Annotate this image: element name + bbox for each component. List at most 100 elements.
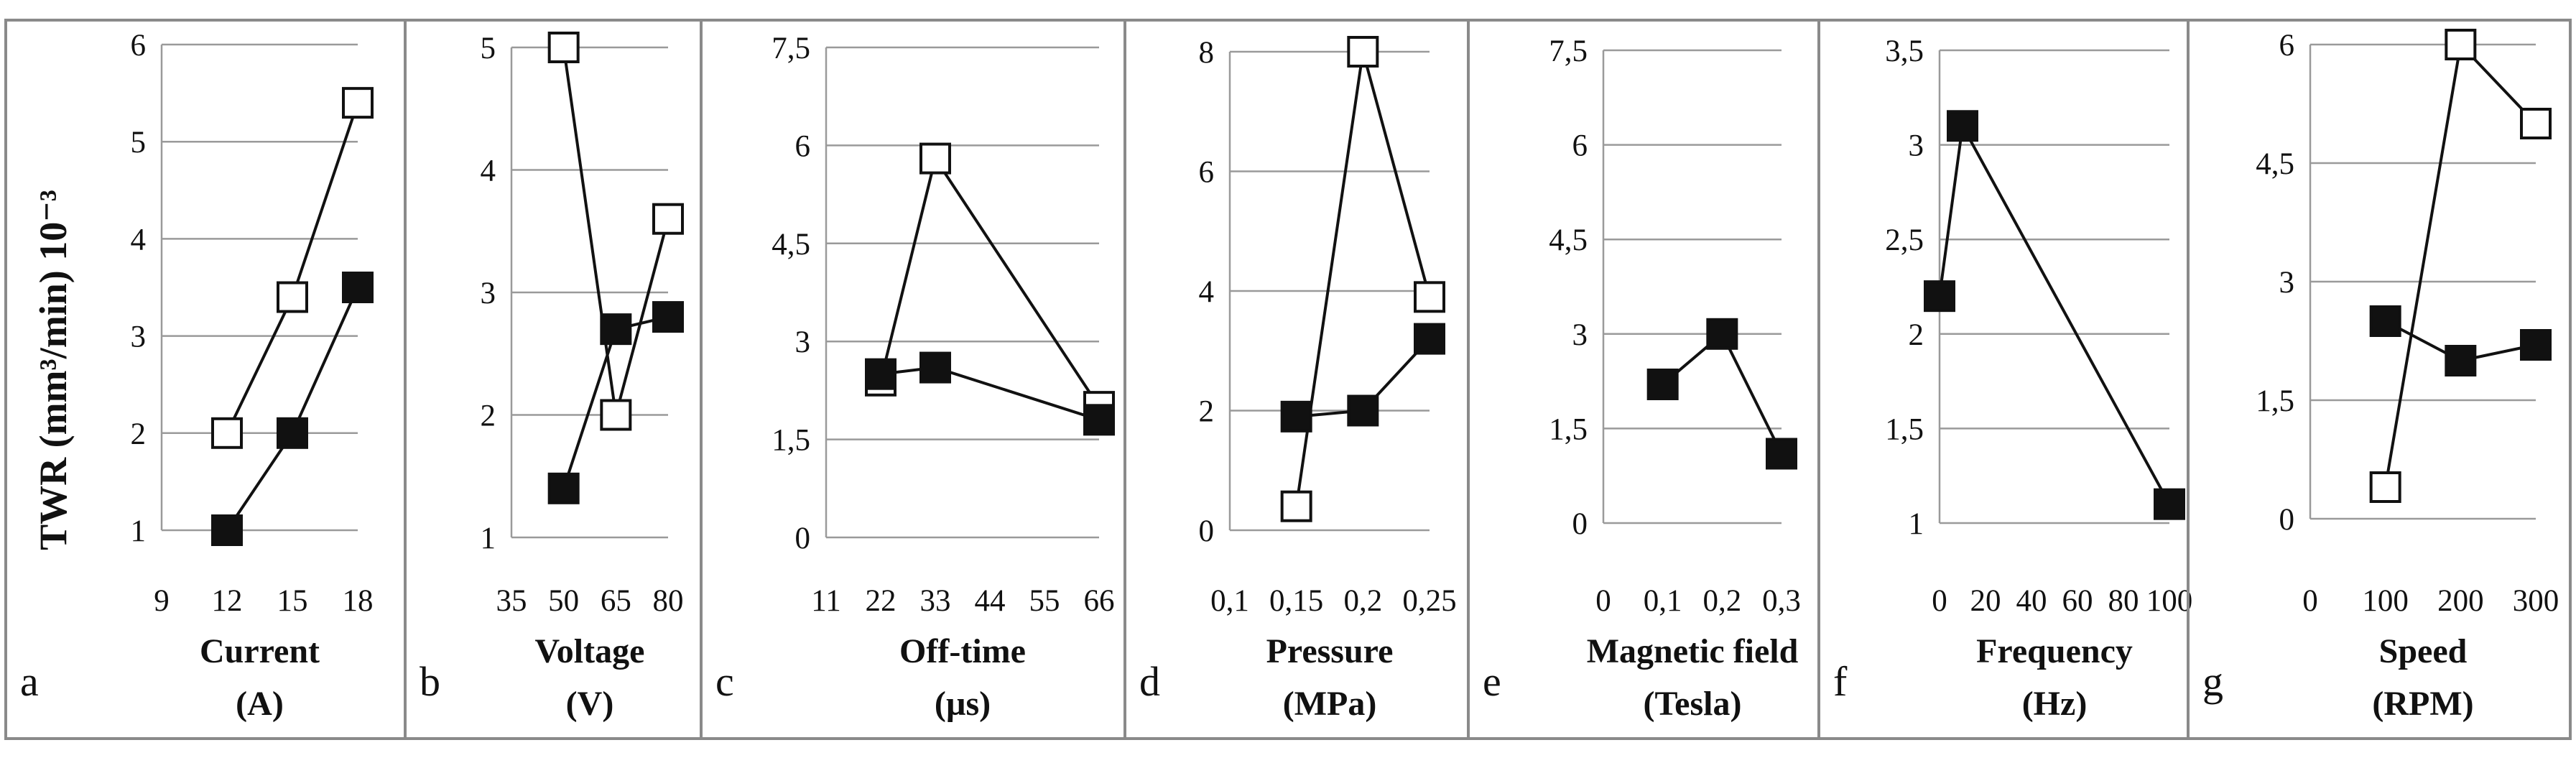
y-tick-label: 2 xyxy=(481,399,496,433)
y-tick-label: 2 xyxy=(1909,318,1924,352)
y-tick-label: 1,5 xyxy=(2256,384,2294,418)
x-tick-label: 300 xyxy=(2513,584,2559,618)
y-tick-label: 0 xyxy=(1572,507,1588,541)
x-tick-label: 80 xyxy=(653,584,684,618)
x-tick-label: 0,2 xyxy=(1343,584,1382,618)
data-point-filled-square xyxy=(1766,438,1797,470)
x-tick-label: 0,25 xyxy=(1402,584,1456,618)
x-tick-label: 0,2 xyxy=(1702,584,1741,618)
y-tick-label: 8 xyxy=(1199,36,1215,70)
y-tick-label: 4,5 xyxy=(2256,147,2294,181)
x-tick-label: 55 xyxy=(1029,584,1060,618)
x-axis-unit: (MPa) xyxy=(1283,685,1377,723)
x-axis-title: Voltage xyxy=(535,632,645,670)
data-point-open-square xyxy=(1414,281,1445,313)
series-line-filled-square xyxy=(1662,331,1783,455)
x-axis-title: Current xyxy=(200,632,320,670)
y-tick-label: 1,5 xyxy=(1549,412,1588,446)
data-point-filled-square xyxy=(2154,488,2185,520)
x-tick-label: 0 xyxy=(1932,584,1947,618)
x-tick-label: 0,1 xyxy=(1210,584,1249,618)
data-point-filled-square xyxy=(2369,305,2401,337)
data-point-filled-square xyxy=(1347,394,1379,427)
data-point-filled-square xyxy=(865,358,896,390)
y-tick-label: 5 xyxy=(481,32,496,65)
panel-letter: e xyxy=(1483,658,1501,705)
x-tick-label: 44 xyxy=(975,584,1006,618)
data-point-filled-square xyxy=(600,313,632,346)
y-tick-label: 3 xyxy=(481,277,496,310)
x-tick-label: 33 xyxy=(920,584,951,618)
y-tick-label: 0 xyxy=(795,522,811,555)
y-tick-label: 7,5 xyxy=(1549,34,1588,68)
panel-letter: c xyxy=(715,658,734,705)
x-tick-label: 100 xyxy=(2146,584,2193,618)
y-tick-label: 1 xyxy=(481,522,496,555)
data-point-filled-square xyxy=(547,472,580,504)
data-point-filled-square xyxy=(211,514,243,546)
data-point-open-square xyxy=(211,417,243,449)
y-tick-label: 4 xyxy=(131,223,147,256)
data-point-filled-square xyxy=(1280,400,1312,433)
y-tick-label: 2,5 xyxy=(1885,223,1924,257)
x-tick-label: 18 xyxy=(343,584,374,618)
series-line-open-square xyxy=(2383,41,2537,488)
x-tick-label: 0,1 xyxy=(1644,584,1682,618)
x-tick-label: 9 xyxy=(154,584,170,618)
x-tick-label: 22 xyxy=(866,584,896,618)
x-tick-label: 0 xyxy=(1595,584,1611,618)
data-point-filled-square xyxy=(1924,280,1955,313)
data-point-open-square xyxy=(600,399,632,431)
y-tick-label: 2 xyxy=(131,417,147,451)
y-tick-label: 6 xyxy=(2279,29,2295,63)
y-tick-label: 4,5 xyxy=(772,228,810,262)
x-tick-label: 60 xyxy=(2062,584,2093,618)
x-axis-title: Speed xyxy=(2379,632,2468,670)
x-axis-title: Magnetic field xyxy=(1587,632,1799,670)
data-point-filled-square xyxy=(1947,110,1978,142)
y-tick-label: 1 xyxy=(131,514,147,548)
y-tick-label: 0 xyxy=(1199,514,1215,548)
x-tick-label: 15 xyxy=(277,584,308,618)
data-point-open-square xyxy=(652,203,684,235)
y-tick-label: 1 xyxy=(1909,507,1924,541)
data-point-open-square xyxy=(1347,36,1379,68)
x-tick-label: 80 xyxy=(2108,584,2139,618)
y-tick-label: 1,5 xyxy=(772,424,810,458)
data-point-filled-square xyxy=(1083,404,1115,436)
y-tick-label: 3 xyxy=(2279,266,2295,300)
x-tick-label: 0 xyxy=(2302,584,2318,618)
x-tick-label: 200 xyxy=(2437,584,2484,618)
x-tick-label: 12 xyxy=(212,584,243,618)
panel-g: 0 1,5 3 4,5 6 0 100 200 300 Speed (RPM) g xyxy=(2187,19,2572,740)
data-point-filled-square xyxy=(2445,345,2477,376)
panel-border xyxy=(2187,19,2572,740)
panel-border xyxy=(1467,19,1820,740)
data-point-open-square xyxy=(1280,490,1312,522)
y-tick-label: 5 xyxy=(131,126,147,160)
panel-letter: d xyxy=(1139,658,1160,705)
x-tick-label: 0,3 xyxy=(1762,584,1801,618)
x-axis-unit: (A) xyxy=(236,685,284,723)
x-tick-label: 20 xyxy=(1970,584,2001,618)
panel-border xyxy=(1123,19,1470,740)
data-point-filled-square xyxy=(652,301,684,333)
data-point-filled-square xyxy=(342,272,374,303)
x-tick-label: 40 xyxy=(2016,584,2047,618)
panel-f: 1 1,5 2 2,5 3 3,5 0 20 40 60 80 100 Frequency (Hz) f xyxy=(1817,19,2193,740)
x-tick-label: 100 xyxy=(2362,584,2409,618)
x-axis-title: Frequency xyxy=(1976,632,2133,670)
data-point-filled-square xyxy=(1646,368,1679,400)
y-tick-label: 1,5 xyxy=(1885,412,1924,446)
x-tick-label: 11 xyxy=(811,584,840,618)
panel-e: 0 1,5 3 4,5 6 7,5 0 0,1 0,2 0,3 Magnetic field (Tes… xyxy=(1467,19,1820,740)
series-line-filled-square xyxy=(1938,121,2171,505)
data-point-open-square xyxy=(919,142,951,175)
panel-letter: b xyxy=(420,658,440,705)
x-axis-unit: (Hz) xyxy=(2022,685,2088,723)
y-tick-label: 7,5 xyxy=(772,32,810,65)
x-axis-unit: (V) xyxy=(566,685,614,723)
y-axis-label: TWR (mm³/min) 10⁻³ xyxy=(32,190,75,550)
